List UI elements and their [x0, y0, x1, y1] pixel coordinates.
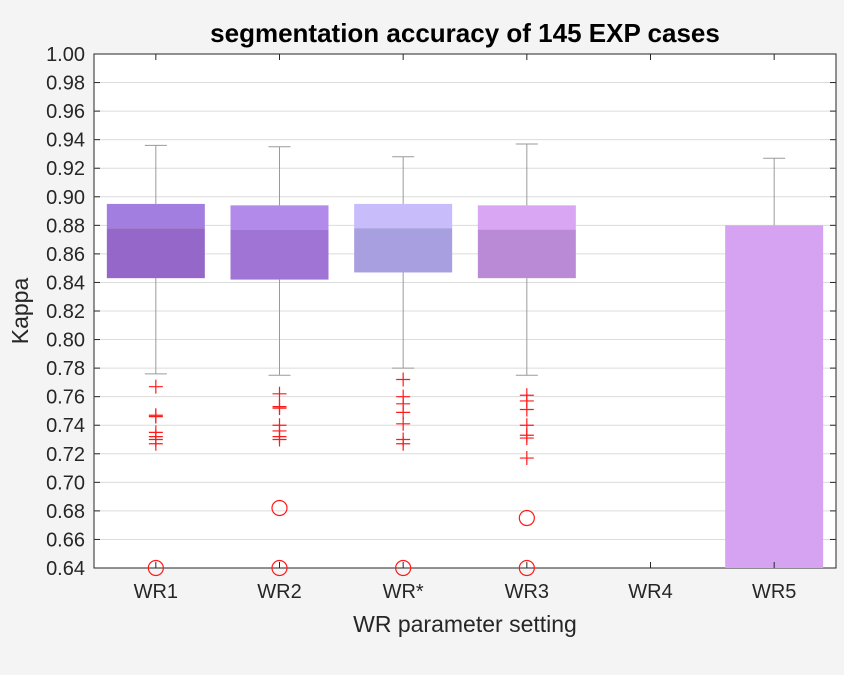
box-lower-quartile: [230, 229, 329, 280]
outlier-marker: [396, 436, 411, 451]
y-axis-ticks: 0.64 0.66 0.68 0.70 0.72 0.74 0.76 0.78 0.80 0.82…: [46, 44, 836, 580]
outlier-marker: [519, 402, 534, 417]
y-tick-label: 0.64: [46, 558, 85, 580]
x-tick-label: WR5: [752, 581, 796, 603]
y-tick-label: 0.90: [46, 187, 85, 209]
box-upper-quartile: [106, 203, 205, 229]
box-lower-quartile: [354, 228, 453, 273]
x-axis-label: WR parameter setting: [353, 611, 577, 637]
y-tick-label: 1.00: [46, 44, 85, 66]
y-tick-label: 0.88: [46, 215, 85, 237]
outlier-marker: [272, 386, 287, 401]
y-tick-label: 0.92: [46, 158, 85, 180]
y-tick-label: 0.72: [46, 444, 85, 466]
y-axis-label: Kappa: [7, 278, 33, 345]
box-wr2: [230, 146, 329, 577]
x-tick-label: WR*: [383, 581, 424, 603]
box-wr3: [477, 143, 576, 577]
outlier-marker: [272, 401, 287, 416]
y-tick-label: 0.96: [46, 101, 85, 123]
outlier-marker: [519, 431, 534, 446]
outlier-marker: [148, 409, 163, 424]
box-upper-quartile: [230, 205, 329, 230]
box-upper-quartile: [354, 203, 453, 229]
y-tick-label: 0.78: [46, 358, 85, 380]
extreme-outlier-marker: [147, 559, 164, 577]
y-tick-label: 0.80: [46, 330, 85, 352]
y-tick-label: 0.98: [46, 73, 85, 95]
y-tick-label: 0.74: [46, 415, 85, 437]
y-tick-label: 0.66: [46, 529, 85, 551]
outlier-marker: [148, 436, 163, 451]
y-tick-label: 0.76: [46, 387, 85, 409]
extreme-outlier-marker: [395, 559, 412, 577]
chart-title: segmentation accuracy of 145 EXP cases: [210, 18, 720, 48]
box-wrstar: [354, 156, 453, 577]
y-tick-label: 0.68: [46, 501, 85, 523]
box-upper-quartile: [477, 205, 576, 230]
box-lower-quartile: [477, 229, 576, 279]
outlier-marker: [396, 372, 411, 387]
y-tick-label: 0.84: [46, 272, 85, 294]
y-tick-label: 0.94: [46, 130, 85, 152]
extreme-outlier-marker: [271, 499, 288, 517]
box-lower-quartile: [725, 225, 824, 569]
outlier-marker: [272, 432, 287, 447]
x-tick-label: WR3: [505, 581, 549, 603]
x-tick-label: WR1: [134, 581, 178, 603]
grid-lines: [94, 82, 836, 540]
box-lower-quartile: [106, 228, 205, 279]
y-tick-label: 0.82: [46, 301, 85, 323]
box-series: [106, 143, 824, 577]
y-tick-label: 0.86: [46, 244, 85, 266]
x-tick-label: WR4: [628, 581, 672, 603]
box-wr1: [106, 144, 205, 577]
outlier-marker: [519, 451, 534, 466]
extreme-outlier-marker: [271, 559, 288, 577]
x-axis-ticks: WR1 WR2 WR* WR3 WR4 WR5: [134, 54, 796, 603]
outlier-marker: [396, 416, 411, 431]
y-tick-label: 0.70: [46, 472, 85, 494]
extreme-outlier-marker: [518, 509, 535, 527]
outlier-marker: [148, 379, 163, 394]
extreme-outlier-marker: [518, 559, 535, 577]
box-wr5: [725, 157, 824, 569]
x-tick-label: WR2: [257, 581, 301, 603]
